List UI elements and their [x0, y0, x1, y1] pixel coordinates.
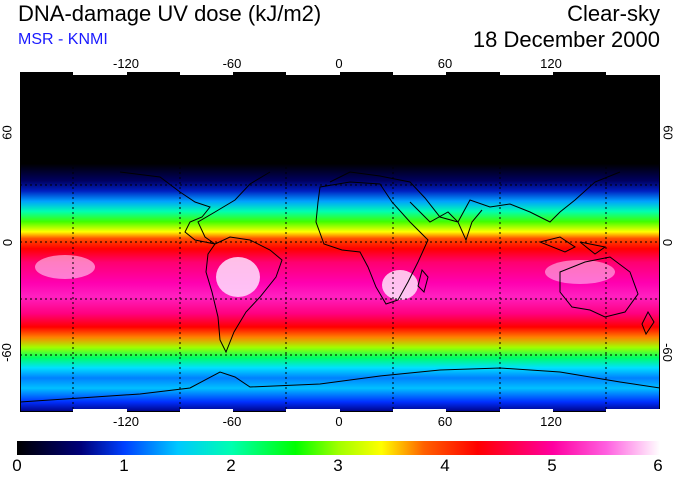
lon-tick-bottom: -60 — [222, 414, 242, 429]
lon-tick-top: 60 — [437, 56, 453, 71]
lon-tick-top: -60 — [222, 56, 242, 71]
high-dose-patch — [382, 270, 418, 300]
colorbar-label: 4 — [440, 456, 450, 475]
south-america-coast — [205, 236, 283, 354]
lon-tick-bottom: 0 — [335, 414, 343, 429]
uv-dose-world-map — [20, 72, 660, 412]
coastlines — [20, 171, 660, 403]
lat-tick-left: 60 — [0, 125, 15, 140]
colorbar-label: 0 — [12, 456, 22, 475]
high-dose-patch — [216, 257, 260, 297]
lon-tick-bottom: 120 — [540, 414, 562, 429]
grid-lines — [20, 72, 660, 412]
lat-tick-right: -60 — [659, 343, 675, 362]
africa-coast — [315, 181, 429, 305]
colorbar-label: 3 — [333, 456, 343, 475]
lon-tick-bottom: -120 — [112, 414, 140, 429]
date-label: 18 December 2000 — [472, 27, 660, 52]
lat-tick-left: 0 — [0, 238, 16, 247]
map-title: DNA-damage UV dose (kJ/m2) — [18, 1, 322, 26]
colorbar-label: 5 — [547, 456, 557, 475]
source-label: MSR - KNMI — [18, 31, 108, 48]
lon-tick-top: 120 — [540, 56, 562, 71]
lon-tick-bottom: 60 — [437, 414, 453, 429]
new-zealand-coast — [641, 310, 655, 336]
colorbar-label: 2 — [226, 456, 236, 475]
lat-tick-right: 60 — [660, 125, 676, 140]
indonesia-coast — [538, 236, 576, 253]
australia-coast — [559, 256, 639, 318]
high-dose-patch — [35, 255, 95, 279]
north-america-coast — [119, 171, 271, 245]
lon-tick-top: -120 — [112, 56, 140, 71]
sky-condition-label: Clear-sky — [567, 1, 660, 26]
lon-tick-top: 0 — [335, 56, 343, 71]
new-guinea-coast — [579, 241, 607, 255]
colorbar-label: 6 — [653, 456, 663, 475]
frame-ticks — [73, 72, 660, 412]
colorbar — [17, 441, 660, 455]
lat-tick-right: 0 — [660, 238, 676, 247]
arabia-india-coast — [409, 201, 483, 242]
colorbar-label: 1 — [119, 456, 129, 475]
madagascar-coast — [417, 268, 429, 293]
lat-tick-left: -60 — [0, 343, 14, 362]
antarctica-coast — [20, 367, 660, 403]
high-dose-patch — [545, 260, 615, 284]
eurasia-coast — [329, 171, 621, 223]
colorbar-gradient — [17, 441, 660, 455]
